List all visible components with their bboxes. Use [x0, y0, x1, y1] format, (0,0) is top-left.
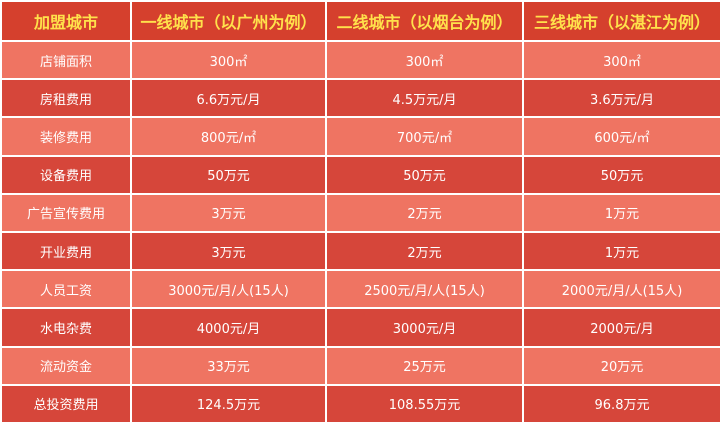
cell: 600元/㎡	[522, 116, 720, 157]
table-row: 房租费用 6.6万元/月 4.5万元/月 3.6万元/月	[0, 78, 720, 119]
header-cell: 加盟城市	[0, 0, 132, 42]
cell: 2000元/月/人(15人)	[522, 269, 720, 310]
cell: 96.8万元	[522, 383, 720, 424]
table-body: 店铺面积 300㎡ 300㎡ 300㎡ 房租费用 6.6万元/月 4.5万元/月 3.6万元/…	[0, 39, 720, 424]
cell: 50万元	[325, 154, 524, 195]
cell: 2万元	[325, 230, 524, 272]
cell: 124.5万元	[130, 383, 327, 424]
cell: 2500元/月/人(15人)	[325, 269, 524, 310]
cell: 20万元	[522, 345, 720, 386]
cell: 108.55万元	[325, 383, 524, 424]
header-cell: 一线城市（以广州为例）	[130, 0, 327, 42]
row-label: 装修费用	[0, 116, 132, 157]
cell: 4000元/月	[130, 307, 327, 348]
row-label: 人员工资	[0, 269, 132, 310]
cell: 3000元/月/人(15人)	[130, 269, 327, 310]
row-label: 开业费用	[0, 230, 132, 272]
cell: 1万元	[522, 192, 720, 233]
cell: 33万元	[130, 345, 327, 386]
table-row: 设备费用 50万元 50万元 50万元	[0, 154, 720, 195]
cell: 3000元/月	[325, 307, 524, 348]
cell: 700元/㎡	[325, 116, 524, 157]
table-row: 流动资金 33万元 25万元 20万元	[0, 345, 720, 386]
row-label: 广告宣传费用	[0, 192, 132, 233]
row-label: 店铺面积	[0, 39, 132, 81]
table-row: 水电杂费 4000元/月 3000元/月 2000元/月	[0, 307, 720, 348]
header-cell: 三线城市（以湛江为例）	[522, 0, 720, 42]
cell: 300㎡	[522, 39, 720, 81]
row-label: 设备费用	[0, 154, 132, 195]
table-row: 人员工资 3000元/月/人(15人) 2500元/月/人(15人) 2000元/月/…	[0, 269, 720, 310]
cell: 6.6万元/月	[130, 78, 327, 119]
row-label: 房租费用	[0, 78, 132, 119]
table-row: 总投资费用 124.5万元 108.55万元 96.8万元	[0, 383, 720, 424]
cell: 2万元	[325, 192, 524, 233]
table-row: 店铺面积 300㎡ 300㎡ 300㎡	[0, 39, 720, 81]
header-row: 加盟城市 一线城市（以广州为例） 二线城市（以烟台为例） 三线城市（以湛江为例）	[0, 0, 720, 42]
row-label: 水电杂费	[0, 307, 132, 348]
cell: 50万元	[522, 154, 720, 195]
cell: 800元/㎡	[130, 116, 327, 157]
cell: 300㎡	[130, 39, 327, 81]
header-cell: 二线城市（以烟台为例）	[325, 0, 524, 42]
table-row: 广告宣传费用 3万元 2万元 1万元	[0, 192, 720, 233]
row-label: 流动资金	[0, 345, 132, 386]
cell: 3万元	[130, 192, 327, 233]
cell: 2000元/月	[522, 307, 720, 348]
cell: 1万元	[522, 230, 720, 272]
cell: 300㎡	[325, 39, 524, 81]
table-row: 装修费用 800元/㎡ 700元/㎡ 600元/㎡	[0, 116, 720, 157]
cell: 50万元	[130, 154, 327, 195]
cell: 4.5万元/月	[325, 78, 524, 119]
cell: 3万元	[130, 230, 327, 272]
cell: 3.6万元/月	[522, 78, 720, 119]
row-label: 总投资费用	[0, 383, 132, 424]
cell: 25万元	[325, 345, 524, 386]
table-row: 开业费用 3万元 2万元 1万元	[0, 230, 720, 272]
